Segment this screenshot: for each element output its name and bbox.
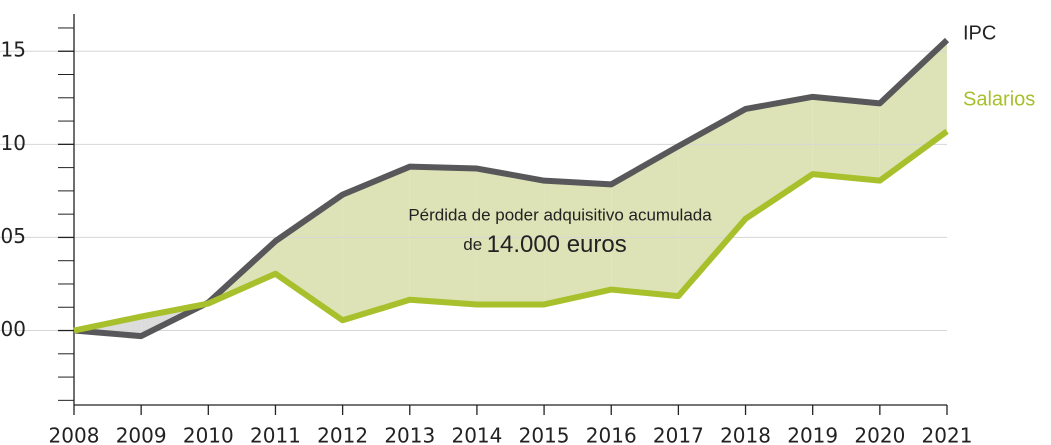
gap-area bbox=[678, 108, 746, 297]
gap-area bbox=[611, 146, 679, 297]
x-tick-label: 2015 bbox=[519, 424, 570, 445]
annotation-prefix: de bbox=[463, 235, 482, 254]
gap-area bbox=[476, 168, 545, 305]
gap-area bbox=[342, 166, 410, 321]
series-line bbox=[73, 37, 950, 340]
x-tick-label: 2020 bbox=[854, 424, 905, 445]
annotation: de 14.000 euros bbox=[463, 231, 626, 258]
x-tick-label: 2016 bbox=[586, 424, 637, 445]
legend-label: IPC bbox=[963, 22, 996, 44]
x-tick-label: 2021 bbox=[922, 424, 973, 445]
annotation: Pérdida de poder adquisitivo acumulada bbox=[408, 205, 712, 224]
y-tick-label: 110 bbox=[0, 131, 26, 155]
gap-area bbox=[879, 40, 947, 181]
x-tick-label: 2008 bbox=[49, 424, 100, 445]
x-tick-label: 2009 bbox=[116, 424, 167, 445]
x-tick-label: 2011 bbox=[250, 424, 301, 445]
gap-area bbox=[812, 96, 880, 181]
gap-area bbox=[544, 180, 612, 305]
x-tick-label: 2018 bbox=[720, 424, 771, 445]
gap-area bbox=[409, 166, 477, 305]
x-tick-label: 2014 bbox=[451, 424, 502, 445]
x-tick-label: 2012 bbox=[317, 424, 368, 445]
annotation-main: 14.000 euros bbox=[487, 231, 627, 258]
y-tick-label: 115 bbox=[0, 38, 26, 62]
y-tick-label: 105 bbox=[0, 224, 26, 248]
series-line bbox=[73, 128, 949, 334]
y-tick-label: 100 bbox=[0, 317, 26, 341]
gap-area bbox=[745, 96, 813, 219]
legend-label: Salarios bbox=[963, 89, 1035, 111]
x-tick-label: 2017 bbox=[653, 424, 704, 445]
x-tick-label: 2013 bbox=[384, 424, 435, 445]
x-tick-label: 2019 bbox=[787, 424, 838, 445]
x-tick-label: 2010 bbox=[183, 424, 234, 445]
gap-area bbox=[275, 194, 343, 321]
